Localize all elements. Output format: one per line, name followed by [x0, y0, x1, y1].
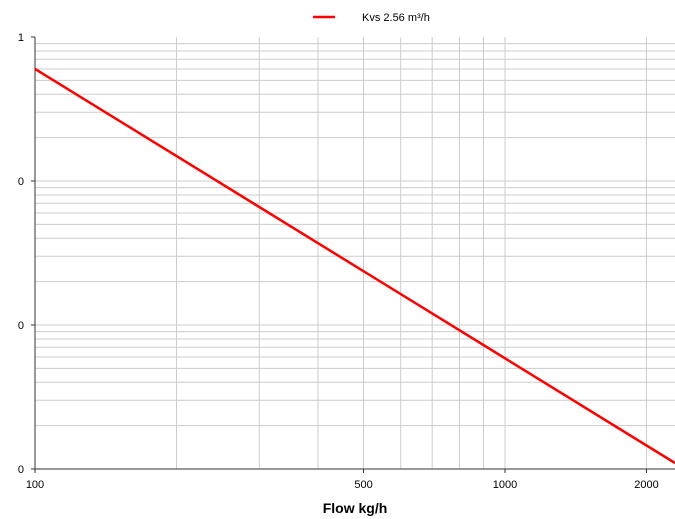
x-axis-label: Flow kg/h: [323, 500, 388, 516]
legend-label: Kvs 2.56 m³/h: [362, 12, 430, 24]
x-tick-label: 2000: [634, 479, 658, 491]
y-tick-label: 0: [18, 176, 24, 188]
series-line-0: [34, 67, 675, 465]
y-tick-label: 0: [18, 320, 24, 332]
x-tick-label: 100: [26, 479, 44, 491]
legend[interactable]: Kvs 2.56 m³/h: [313, 12, 430, 24]
y-tick-labels: 0 0 0 1: [18, 32, 35, 476]
x-tick-labels: 100 500 1000 2000: [26, 469, 659, 491]
series-layer: [34, 67, 675, 465]
y-tick-label: 0: [18, 464, 24, 476]
axes: [34, 37, 675, 470]
x-tick-label: 1000: [493, 479, 517, 491]
y-tick-label: 1: [18, 32, 24, 44]
x-tick-label: 500: [354, 479, 372, 491]
y-grid: [35, 43, 675, 470]
x-grid: [175, 37, 647, 469]
